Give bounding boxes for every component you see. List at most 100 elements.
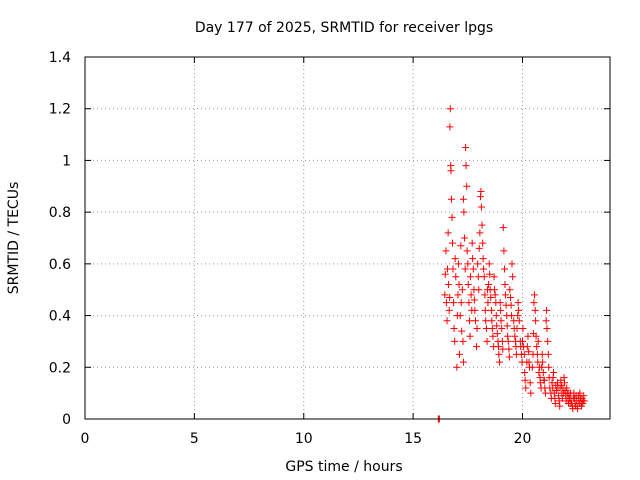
data-point (495, 350, 503, 358)
data-point (539, 358, 547, 366)
data-point (508, 260, 516, 268)
data-point (488, 325, 496, 332)
data-point (486, 270, 494, 278)
data-point (461, 234, 469, 242)
data-point (488, 317, 496, 325)
data-point (449, 239, 456, 247)
data-point (462, 144, 470, 151)
data-point (522, 384, 530, 392)
data-point (543, 306, 551, 314)
data-point (449, 265, 457, 273)
data-point (474, 273, 482, 281)
data-point (458, 327, 466, 335)
data-point (497, 306, 505, 314)
data-point (466, 332, 474, 340)
data-point (494, 343, 502, 351)
data-point (457, 299, 465, 307)
data-point (453, 363, 461, 371)
x-axis-label: GPS time / hours (285, 459, 402, 475)
data-point (539, 368, 547, 376)
data-point (515, 317, 523, 325)
data-point (580, 397, 588, 405)
data-point (479, 255, 487, 263)
data-point (505, 345, 513, 353)
data-point (471, 306, 479, 314)
data-point (454, 260, 462, 268)
data-point (515, 306, 523, 314)
data-point (446, 293, 454, 301)
data-point (450, 325, 458, 332)
data-point (466, 273, 474, 281)
data-point (544, 337, 552, 345)
data-point (542, 317, 550, 325)
data-point (528, 363, 536, 371)
data-point (442, 299, 450, 307)
data-point (443, 317, 451, 325)
data-point (475, 286, 483, 294)
data-point (540, 376, 548, 384)
data-point (461, 265, 469, 273)
data-point (519, 337, 526, 345)
data-point (457, 242, 465, 250)
x-tick-label: 15 (404, 431, 422, 447)
data-point (514, 299, 522, 307)
data-point (525, 348, 533, 356)
data-point (545, 363, 553, 371)
y-tick-label: 0.6 (49, 257, 71, 273)
data-point (492, 312, 500, 320)
y-tick-label: 0.4 (49, 309, 71, 325)
data-point (511, 332, 519, 340)
data-point (551, 399, 559, 407)
data-point (504, 337, 512, 345)
data-point (485, 281, 493, 289)
x-tick-label: 20 (514, 431, 532, 447)
axis-ticks: 0 5 10 15 20 0 0.2 0.4 0.6 0.8 1 1.2 1.4 (49, 50, 610, 447)
data-point (463, 247, 471, 255)
data-point (521, 376, 529, 384)
data-point (491, 286, 498, 294)
data-point (447, 167, 455, 175)
data-point (519, 325, 527, 332)
data-point (493, 330, 501, 338)
data-point (484, 299, 492, 307)
data-points (434, 105, 588, 423)
data-point (499, 224, 507, 232)
y-tick-label: 0.8 (49, 205, 71, 221)
data-point (451, 255, 459, 263)
data-point (532, 332, 540, 340)
data-point (464, 260, 472, 268)
data-point (442, 247, 450, 255)
data-point (475, 244, 483, 252)
chart-title: Day 177 of 2025, SRMTID for receiver lpg… (195, 20, 493, 36)
data-point (456, 312, 464, 320)
x-tick-label: 0 (81, 431, 90, 447)
data-point (459, 358, 467, 366)
data-point (501, 291, 509, 299)
data-point (462, 162, 470, 170)
data-point (501, 281, 509, 289)
data-point (498, 337, 506, 345)
data-point (507, 301, 515, 309)
data-point (544, 350, 552, 358)
y-axis-label: SRMTID / TECUs (6, 182, 22, 295)
data-point (456, 350, 463, 358)
data-point (458, 286, 466, 294)
data-point (506, 286, 514, 294)
data-point (466, 317, 474, 325)
grid (85, 57, 610, 419)
data-point (503, 322, 511, 330)
data-point (499, 345, 507, 353)
data-point (556, 402, 564, 410)
data-point (576, 389, 584, 397)
data-point (446, 123, 454, 131)
data-point (514, 312, 522, 320)
data-point (526, 379, 534, 387)
data-point (476, 229, 484, 237)
data-point (450, 299, 458, 307)
y-tick-label: 0 (62, 412, 71, 428)
data-point (460, 208, 468, 216)
data-point (478, 221, 486, 229)
y-tick-label: 1.4 (49, 50, 71, 66)
x-tick-label: 10 (295, 431, 313, 447)
data-point (532, 317, 540, 325)
